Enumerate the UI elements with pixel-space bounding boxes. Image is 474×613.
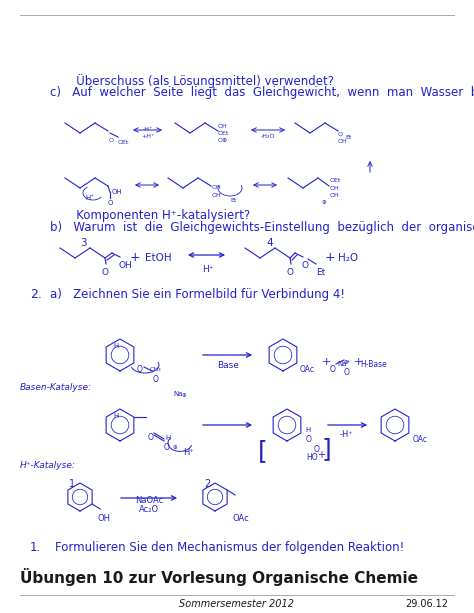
Text: O: O: [109, 138, 114, 143]
Text: Sommersemester 2012: Sommersemester 2012: [180, 599, 294, 609]
Text: OEt: OEt: [118, 140, 129, 145]
Text: c)   Auf  welcher  Seite  liegt  das  Gleichgewicht,  wenn  man  Wasser  bzw.  E: c) Auf welcher Seite liegt das Gleichgew…: [50, 86, 474, 99]
Text: O: O: [137, 365, 143, 374]
Text: O: O: [153, 375, 159, 384]
Text: 2: 2: [204, 479, 210, 489]
Text: OH: OH: [119, 261, 133, 270]
Text: OH: OH: [330, 193, 340, 198]
Text: NaOAc: NaOAc: [135, 496, 163, 505]
Text: Überschuss (als Lösungsmittel) verwendet?: Überschuss (als Lösungsmittel) verwendet…: [50, 74, 334, 88]
Text: OH: OH: [338, 139, 348, 144]
Text: H⁺: H⁺: [183, 448, 194, 457]
Text: Übungen 10 zur Vorlesung Organische Chemie: Übungen 10 zur Vorlesung Organische Chem…: [20, 568, 418, 586]
Text: ]: ]: [322, 437, 332, 461]
Text: OH: OH: [112, 189, 123, 195]
Text: -H⁺: -H⁺: [340, 430, 354, 439]
Text: H: H: [113, 413, 118, 419]
Text: O: O: [108, 200, 113, 206]
Text: O: O: [306, 435, 312, 444]
Text: O: O: [338, 132, 343, 137]
Text: ⊕: ⊕: [173, 445, 178, 450]
Text: HO: HO: [306, 453, 318, 462]
Text: H: H: [113, 343, 118, 349]
Text: H: H: [305, 427, 310, 433]
Text: CH₃: CH₃: [150, 367, 162, 372]
Text: ⊕: ⊕: [182, 393, 187, 398]
Text: O⊕: O⊕: [218, 138, 228, 143]
Text: OH: OH: [98, 514, 111, 523]
Text: Et: Et: [316, 268, 325, 277]
Text: O: O: [287, 268, 294, 277]
Text: EtOH: EtOH: [145, 253, 172, 263]
Text: O: O: [344, 368, 350, 377]
Text: Base: Base: [217, 361, 239, 370]
Text: Komponenten H⁺-katalysiert?: Komponenten H⁺-katalysiert?: [50, 209, 250, 222]
Text: OH: OH: [212, 193, 222, 198]
Text: 29.06.12: 29.06.12: [405, 599, 448, 609]
Text: H⁺: H⁺: [85, 195, 94, 201]
Text: OH: OH: [218, 124, 228, 129]
Text: -H₂O: -H₂O: [261, 134, 275, 139]
Text: Basen-Katalyse:: Basen-Katalyse:: [20, 383, 92, 392]
Text: H₂O: H₂O: [338, 253, 358, 263]
Text: +: +: [130, 251, 141, 264]
Text: +: +: [317, 450, 325, 460]
Text: +: +: [354, 357, 364, 367]
Text: a)   Zeichnen Sie ein Formelbild für Verbindung 4!: a) Zeichnen Sie ein Formelbild für Verbi…: [50, 288, 345, 301]
Text: b)   Warum  ist  die  Gleichgewichts-Einstellung  bezüglich  der  organischen: b) Warum ist die Gleichgewichts-Einstell…: [50, 221, 474, 234]
Text: ⊕: ⊕: [344, 360, 348, 365]
Text: H: H: [165, 435, 170, 441]
Text: Na: Na: [173, 391, 182, 397]
Text: H⁺-Katalyse:: H⁺-Katalyse:: [20, 461, 76, 470]
Text: O: O: [148, 433, 154, 442]
Text: OEt: OEt: [330, 178, 341, 183]
Text: Ac₂O: Ac₂O: [139, 505, 159, 514]
Text: 1.: 1.: [30, 541, 41, 554]
Text: [: [: [258, 439, 268, 463]
Text: OEt: OEt: [218, 131, 229, 136]
Text: H⁺: H⁺: [202, 265, 214, 274]
Text: ⊕: ⊕: [322, 200, 327, 205]
Text: 2.: 2.: [30, 288, 42, 301]
Text: O: O: [330, 365, 336, 374]
Text: O: O: [302, 261, 309, 270]
Text: OAc: OAc: [300, 365, 315, 374]
Text: 4: 4: [267, 238, 273, 248]
Text: OH: OH: [212, 185, 222, 190]
Text: +: +: [325, 251, 336, 264]
Text: OAc: OAc: [413, 435, 428, 444]
Text: Et: Et: [230, 198, 237, 203]
Text: H-Base: H-Base: [360, 360, 387, 369]
Text: O: O: [102, 268, 109, 277]
Text: Et: Et: [345, 135, 351, 140]
Text: 3: 3: [80, 238, 86, 248]
Text: O: O: [314, 445, 320, 454]
Text: Formulieren Sie den Mechanismus der folgenden Reaktion!: Formulieren Sie den Mechanismus der folg…: [55, 541, 404, 554]
Text: Na⁺: Na⁺: [337, 361, 350, 367]
Text: -H⁺: -H⁺: [143, 127, 153, 132]
Text: O: O: [164, 443, 170, 452]
Text: 1: 1: [69, 479, 75, 489]
Text: OAc: OAc: [233, 514, 250, 523]
Text: +H⁺: +H⁺: [141, 134, 155, 139]
Text: +: +: [322, 357, 331, 367]
Text: OH: OH: [330, 186, 340, 191]
